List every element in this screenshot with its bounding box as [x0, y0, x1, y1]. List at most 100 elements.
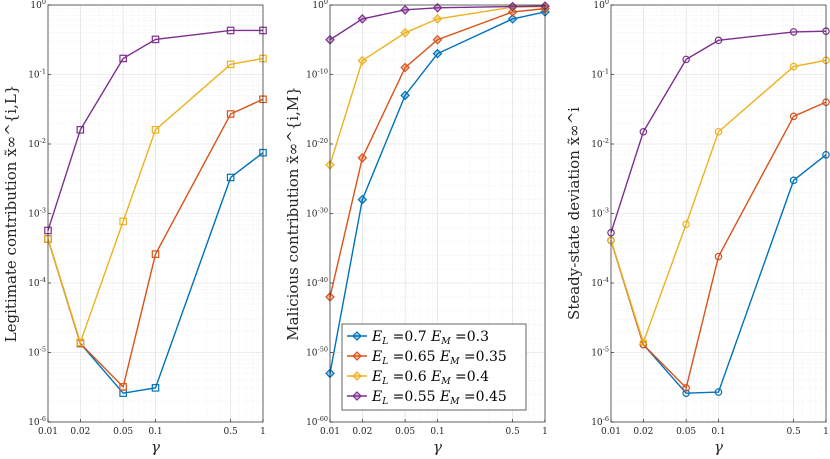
y-tick-label: 10-1 [28, 68, 46, 81]
data-point [119, 383, 127, 391]
data-point [226, 26, 235, 35]
y-tick-label: 10-4 [591, 276, 609, 289]
x-tick-label: 0.01 [38, 427, 58, 437]
y-axis-label: Malicious contribution x̃∞^{i,M} [284, 86, 302, 340]
data-point [76, 338, 85, 347]
y-tick-label: 10-6 [591, 415, 609, 428]
y-tick-label: 10-40 [306, 276, 328, 289]
data-point [400, 62, 410, 73]
y-tick-label: 10-30 [306, 207, 328, 220]
data-point [714, 252, 723, 261]
x-tick-label: 0.5 [505, 427, 520, 437]
data-point [714, 36, 723, 45]
series-line-3 [610, 59, 827, 345]
x-tick-label: 1 [823, 427, 829, 437]
y-tick-label: 10-5 [28, 346, 46, 359]
legend-box [341, 323, 527, 411]
legend-marker [352, 351, 362, 361]
data-point [226, 60, 235, 69]
y-tick-label: 10-5 [591, 346, 609, 359]
data-point [682, 384, 690, 392]
x-tick-label: 0.1 [430, 427, 444, 437]
x-axis-label: γ [714, 438, 723, 456]
data-point [789, 112, 798, 121]
data-point [151, 35, 160, 44]
data-point [357, 153, 368, 163]
legend-marker [352, 391, 362, 401]
data-point [714, 127, 723, 136]
data-point [682, 220, 690, 229]
series-line-4 [329, 5, 546, 41]
y-tick-label: 10-6 [28, 415, 46, 428]
data-point [639, 127, 648, 136]
y-tick-label: 10-10 [306, 68, 328, 81]
x-tick-label: 1 [542, 427, 548, 437]
x-tick-label: 0.02 [352, 427, 372, 437]
data-point [119, 217, 127, 226]
data-point [151, 126, 160, 134]
data-point [357, 55, 368, 66]
data-point [357, 194, 368, 205]
x-tick-label: 0.01 [320, 427, 340, 437]
data-point [76, 126, 85, 134]
data-point [507, 7, 518, 17]
data-point [682, 389, 690, 397]
x-tick-label: 0.02 [633, 427, 653, 437]
data-point [432, 34, 443, 45]
data-point [400, 90, 410, 101]
data-point [119, 54, 127, 63]
data-point [432, 48, 443, 59]
data-point [400, 27, 410, 38]
legend-label: EL =0.55 EM =0.45 [371, 389, 507, 407]
data-point [151, 384, 160, 392]
series-line-4 [47, 29, 263, 231]
y-axis-label: Steady-state deviation x̃∞^i [565, 107, 583, 320]
y-tick-label: 10-3 [28, 207, 46, 220]
legend-marker [352, 331, 362, 341]
data-point [357, 14, 368, 24]
data-point [226, 173, 235, 182]
y-tick-label: 100 [593, 0, 609, 11]
data-point [507, 14, 518, 24]
x-tick-label: 0.05 [676, 427, 696, 437]
legend-label: EL =0.6 EM =0.4 [371, 369, 489, 387]
x-tick-label: 0.01 [601, 427, 621, 437]
data-point [432, 14, 443, 24]
y-tick-label: 10-4 [28, 276, 46, 289]
x-tick-label: 0.1 [711, 427, 725, 437]
data-point [789, 62, 798, 71]
y-tick-label: 10-20 [306, 137, 328, 150]
y-tick-label: 100 [30, 0, 46, 11]
y-tick-label: 10-60 [306, 415, 328, 428]
legend-label: EL =0.7 EM =0.3 [371, 329, 489, 347]
data-point [789, 176, 798, 185]
x-tick-label: 0.5 [786, 427, 801, 437]
y-tick-label: 10-2 [591, 137, 609, 150]
series-line-4 [610, 30, 827, 233]
data-point [432, 2, 443, 13]
series-line-2 [329, 7, 546, 298]
y-tick-label: 10-3 [591, 207, 609, 220]
legend-label: EL =0.65 EM =0.35 [371, 349, 507, 367]
x-axis-label: γ [151, 438, 160, 456]
x-tick-label: 0.05 [113, 427, 133, 437]
data-point [400, 5, 410, 15]
panel-right: 0.01 0.02 0.05 0.1 0.5 1 10-6 10-5 10-4 10-3 10-2 1… [565, 0, 830, 456]
y-tick-label: 100 [312, 0, 328, 11]
x-axis-label: γ [433, 438, 442, 456]
y-axis-label: Legitimate contribution x̃∞^{i,L} [2, 85, 20, 343]
data-point [714, 388, 723, 396]
series-line-1 [329, 11, 546, 374]
series-line-3 [47, 57, 264, 345]
panel-left: 0.01 0.02 0.05 0.1 0.5 1 10-6 10-5 10-4 10-3 10-2 1… [2, 0, 267, 456]
legend-marker [352, 371, 362, 381]
y-tick-label: 10-2 [28, 137, 46, 150]
x-tick-label: 1 [260, 427, 266, 437]
data-point [789, 28, 798, 36]
x-tick-label: 0.02 [70, 427, 90, 437]
y-tick-label: 10-1 [591, 68, 609, 81]
x-tick-label: 0.05 [395, 427, 415, 437]
data-point [151, 250, 160, 258]
x-tick-label: 0.1 [148, 427, 162, 437]
